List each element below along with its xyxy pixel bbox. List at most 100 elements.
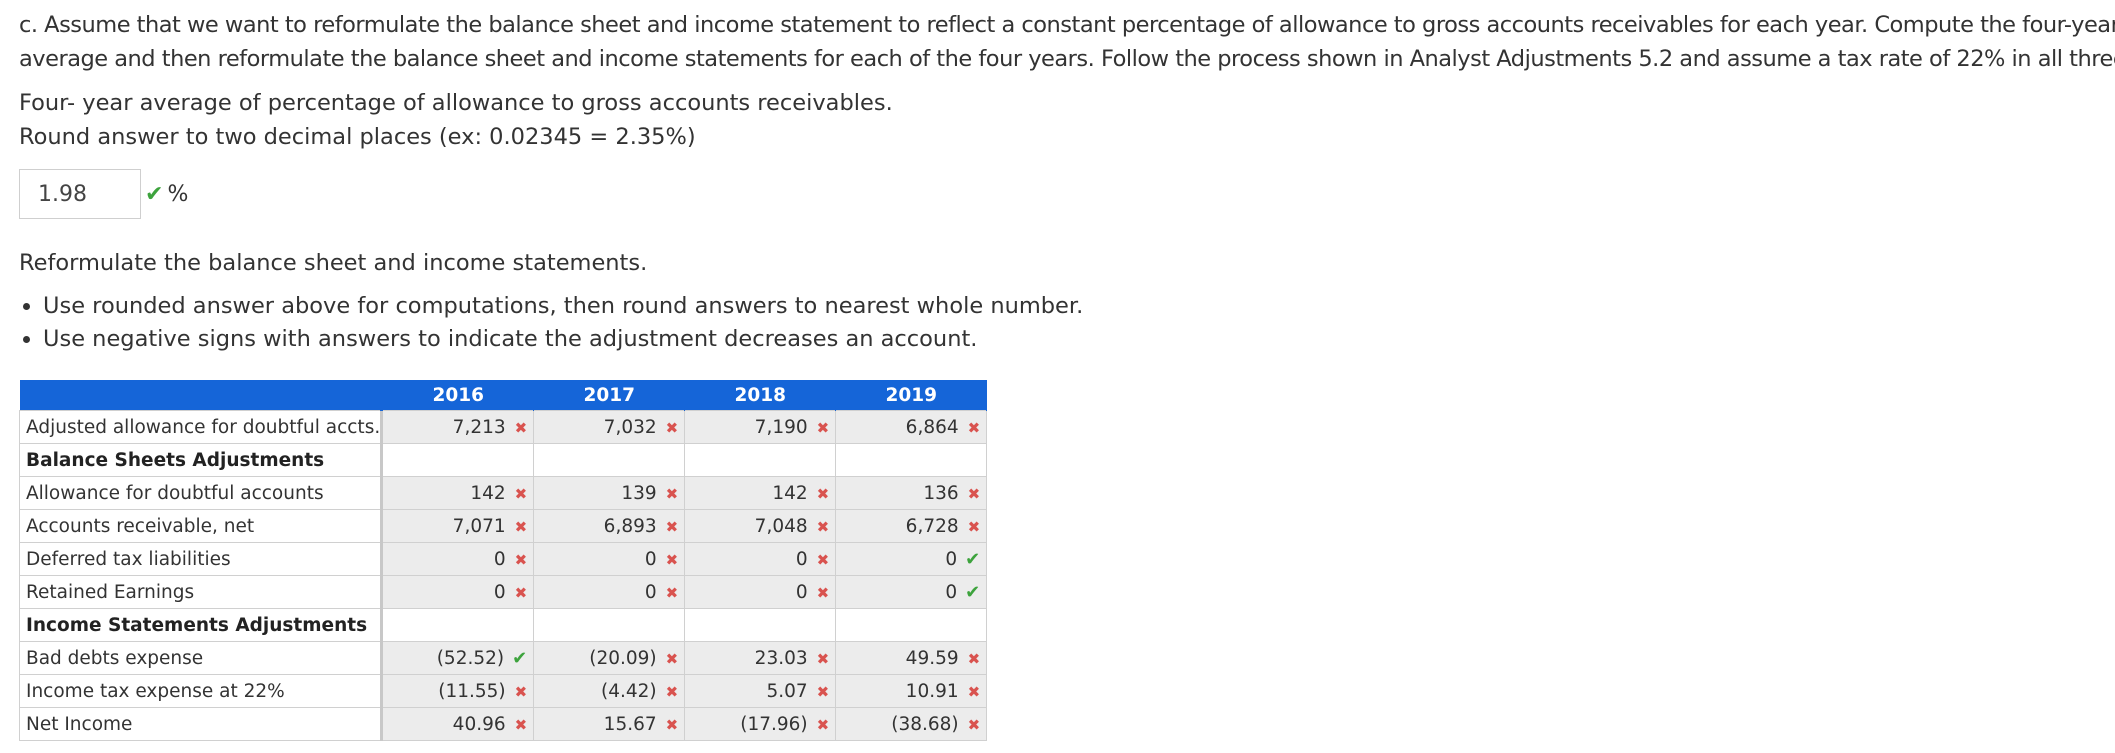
table-row: Bad debts expense (52.52) ✔ (20.09) ✖ 23.03 ✖ 4… — [18, 641, 988, 675]
table-row: Net Income 40.96 ✖ 15.67 ✖ (17.96) ✖ (38.68) ✖ — [18, 707, 988, 741]
cell-value: 15.67 — [603, 713, 657, 735]
checkmark-icon: ✔ — [965, 548, 981, 570]
instruction-item: Use rounded answer above for computation… — [43, 290, 2115, 323]
x-mark-icon: ✖ — [816, 715, 830, 734]
x-mark-icon: ✖ — [514, 682, 528, 701]
x-mark-icon: ✖ — [514, 418, 528, 437]
table-row: Adjusted allowance for doubtful accts. 7,… — [18, 410, 988, 444]
value-cell[interactable]: 136 ✖ — [835, 476, 988, 510]
instruction-item: Use negative signs with answers to indic… — [43, 323, 2115, 356]
value-cell[interactable]: 49.59 ✖ — [835, 641, 988, 675]
value-cell[interactable]: 142 ✖ — [381, 476, 535, 510]
x-mark-icon: ✖ — [967, 484, 981, 503]
cell-value: (52.52) — [436, 647, 505, 669]
value-cell[interactable]: 7,032 ✖ — [533, 410, 686, 444]
value-cell[interactable]: (11.55) ✖ — [381, 674, 535, 708]
value-cell[interactable]: (38.68) ✖ — [835, 707, 988, 741]
empty-cell — [381, 443, 535, 477]
x-mark-icon: ✖ — [665, 418, 679, 437]
value-cell[interactable]: 139 ✖ — [533, 476, 686, 510]
empty-cell — [684, 608, 837, 642]
x-mark-icon: ✖ — [514, 484, 528, 503]
average-percent-input[interactable]: 1.98 — [19, 169, 141, 219]
cell-value: 23.03 — [754, 647, 808, 669]
cell-value: 0 — [644, 581, 657, 603]
checkmark-icon: ✔ — [145, 181, 164, 207]
x-mark-icon: ✖ — [967, 682, 981, 701]
question-text: c. Assume that we want to reformulate th… — [19, 8, 2115, 76]
value-cell[interactable]: 10.91 ✖ — [835, 674, 988, 708]
empty-cell — [835, 608, 988, 642]
row-label: Net Income — [18, 707, 384, 741]
cell-value: 0 — [795, 548, 808, 570]
value-cell[interactable]: 0 ✔ — [835, 542, 988, 576]
cell-value: 142 — [470, 482, 506, 504]
cell-value: (20.09) — [589, 647, 657, 669]
x-mark-icon: ✖ — [967, 418, 981, 437]
value-cell[interactable]: 7,190 ✖ — [684, 410, 837, 444]
table-header-row: 2016 2017 2018 2019 — [19, 380, 988, 411]
empty-cell — [533, 443, 686, 477]
x-mark-icon: ✖ — [665, 484, 679, 503]
empty-cell — [684, 443, 837, 477]
value-cell[interactable]: (17.96) ✖ — [684, 707, 837, 741]
value-cell[interactable]: 0 ✖ — [533, 575, 686, 609]
cell-value: 0 — [644, 548, 657, 570]
cell-value: (17.96) — [740, 713, 808, 735]
cell-value: 7,213 — [452, 416, 506, 438]
value-cell[interactable]: (52.52) ✔ — [381, 641, 535, 675]
value-cell[interactable]: 6,893 ✖ — [533, 509, 686, 543]
x-mark-icon: ✖ — [816, 484, 830, 503]
table-body: Adjusted allowance for doubtful accts. 7,… — [18, 410, 988, 741]
cell-value: 0 — [795, 581, 808, 603]
x-mark-icon: ✖ — [967, 517, 981, 536]
cell-value: 5.07 — [766, 680, 808, 702]
value-cell[interactable]: 0 ✖ — [684, 542, 837, 576]
value-cell[interactable]: 7,071 ✖ — [381, 509, 535, 543]
cell-value: 7,190 — [754, 416, 808, 438]
value-cell[interactable]: 40.96 ✖ — [381, 707, 535, 741]
value-cell[interactable]: 23.03 ✖ — [684, 641, 837, 675]
checkmark-icon: ✔ — [512, 647, 528, 669]
value-cell[interactable]: 0 ✖ — [381, 542, 535, 576]
x-mark-icon: ✖ — [816, 550, 830, 569]
value-cell[interactable]: 0 ✖ — [684, 575, 837, 609]
column-header: 2018 — [684, 380, 837, 411]
value-cell[interactable]: 7,048 ✖ — [684, 509, 837, 543]
value-cell[interactable]: 6,864 ✖ — [835, 410, 988, 444]
value-cell[interactable]: 0 ✖ — [381, 575, 535, 609]
cell-value: (11.55) — [438, 680, 506, 702]
x-mark-icon: ✖ — [514, 715, 528, 734]
value-cell[interactable]: 0 ✖ — [533, 542, 686, 576]
value-cell[interactable]: 5.07 ✖ — [684, 674, 837, 708]
column-header: 2016 — [381, 380, 535, 411]
value-cell[interactable]: 6,728 ✖ — [835, 509, 988, 543]
row-label: Bad debts expense — [18, 641, 384, 675]
value-cell[interactable]: 0 ✔ — [835, 575, 988, 609]
percent-unit: % — [167, 181, 189, 207]
cell-value: 7,071 — [452, 515, 506, 537]
cell-value: 6,893 — [603, 515, 657, 537]
cell-value: 0 — [493, 548, 506, 570]
table-row: Accounts receivable, net 7,071 ✖ 6,893 ✖ 7,04… — [18, 509, 988, 543]
x-mark-icon: ✖ — [665, 550, 679, 569]
value-cell[interactable]: (4.42) ✖ — [533, 674, 686, 708]
cell-value: 7,048 — [754, 515, 808, 537]
table-row: Income tax expense at 22% (11.55) ✖ (4.42) ✖… — [18, 674, 988, 708]
cell-value: 6,728 — [905, 515, 959, 537]
row-label: Adjusted allowance for doubtful accts. — [18, 410, 384, 444]
row-label: Allowance for doubtful accounts — [18, 476, 384, 510]
value-cell[interactable]: 142 ✖ — [684, 476, 837, 510]
value-cell[interactable]: 15.67 ✖ — [533, 707, 686, 741]
table-header-corner — [19, 380, 384, 411]
empty-cell — [835, 443, 988, 477]
value-cell[interactable]: (20.09) ✖ — [533, 641, 686, 675]
column-header: 2019 — [835, 380, 988, 411]
cell-value: 6,864 — [905, 416, 959, 438]
cell-value: 7,032 — [603, 416, 657, 438]
value-cell[interactable]: 7,213 ✖ — [381, 410, 535, 444]
empty-cell — [533, 608, 686, 642]
cell-value: 0 — [493, 581, 506, 603]
reformulate-prompt: Reformulate the balance sheet and income… — [19, 250, 648, 276]
